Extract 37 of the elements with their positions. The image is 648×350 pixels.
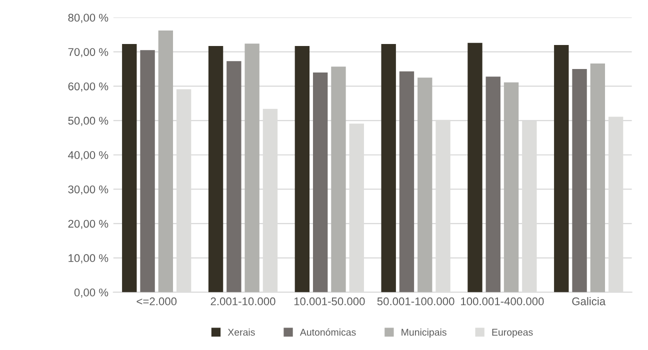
bar [312,72,328,292]
x-tick-label: 10.001-50.000 [294,297,365,306]
y-tick-label: 70,00 % [68,48,108,58]
x-tick-label: 50.001-100.000 [377,297,454,306]
x-tick-label: 2.001-10.000 [210,297,276,306]
bar [331,66,346,292]
bar [122,44,137,292]
y-tick-label: 20,00 % [68,220,108,230]
bar [504,82,519,292]
legend-label: Xerais [228,328,255,336]
legend-label: Autonómicas [300,328,356,336]
bar [468,42,482,292]
bar [244,44,260,292]
bar [140,50,155,292]
bar [418,78,432,292]
y-tick-label: 10,00 % [68,254,108,264]
bar [226,61,242,292]
bar [590,64,606,292]
y-tick-label: 30,00 % [68,185,108,195]
y-tick-label: 40,00 % [68,151,108,160]
x-tick-label: 100.001-400.000 [461,297,544,306]
bar [486,76,500,292]
legend-label: Municipais [402,328,446,338]
bar [554,44,569,292]
y-tick-label: 0,00 % [74,288,108,298]
x-tick-label: Galicia [572,297,606,306]
bar [208,46,224,292]
y-tick-label: 80,00 % [68,14,108,23]
bar [399,71,414,292]
bar [294,46,310,292]
x-tick-label: <=2.000 [136,297,177,306]
bar [572,69,587,292]
legend-label: Europeas [492,328,533,338]
y-tick-label: 50,00 % [68,116,108,126]
bar [158,30,174,292]
bar [381,44,396,292]
y-tick-label: 60,00 % [68,82,108,92]
